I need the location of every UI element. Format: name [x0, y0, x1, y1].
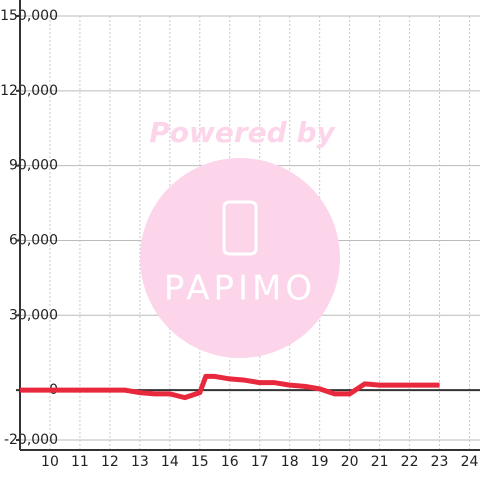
x-tick-label: 20: [341, 454, 359, 470]
x-tick-label: 13: [131, 454, 149, 470]
x-tick-label: 14: [161, 454, 179, 470]
y-tick-label: 90,000: [9, 158, 58, 174]
watermark-circle: [140, 158, 340, 358]
x-tick-label: 10: [41, 454, 59, 470]
watermark-phone-icon: [222, 200, 258, 256]
x-tick-label: 22: [401, 454, 419, 470]
x-tick-label: 12: [101, 454, 119, 470]
x-tick-label: 23: [431, 454, 449, 470]
y-tick-label: 150,000: [0, 8, 58, 24]
x-tick-label: 21: [371, 454, 389, 470]
x-tick-label: 17: [251, 454, 269, 470]
y-tick-label: 60,000: [9, 232, 58, 248]
y-tick-label: 120,000: [0, 83, 58, 99]
x-tick-label: 19: [311, 454, 329, 470]
y-tick-label: -20,000: [4, 432, 58, 448]
x-tick-label: 18: [281, 454, 299, 470]
watermark-logo: PAPIMO: [164, 269, 316, 309]
y-tick-label: 30,000: [9, 307, 58, 323]
x-tick-label: 15: [191, 454, 209, 470]
watermark-text: Powered by: [149, 116, 336, 149]
data-line: [20, 373, 440, 401]
x-tick-label: 24: [461, 454, 479, 470]
x-tick-label: 11: [71, 454, 89, 470]
x-tick-label: 16: [221, 454, 239, 470]
